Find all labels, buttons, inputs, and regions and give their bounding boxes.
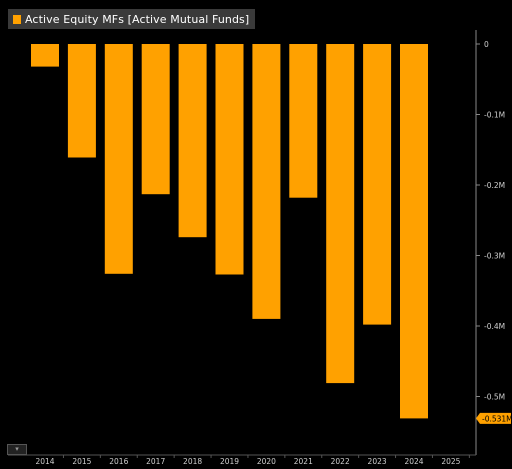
legend-label: Active Equity MFs [Active Mutual Funds]: [25, 12, 250, 26]
x-tick-label: 2021: [294, 457, 313, 466]
bar-2022[interactable]: [326, 44, 355, 384]
chart-legend[interactable]: Active Equity MFs [Active Mutual Funds]: [8, 9, 256, 29]
bar-2017[interactable]: [141, 44, 170, 195]
bar-2015[interactable]: [67, 44, 96, 158]
legend-swatch: [13, 14, 21, 24]
bar-2021[interactable]: [289, 44, 318, 198]
x-tick-label: 2023: [368, 457, 387, 466]
x-tick-label: 2025: [441, 457, 460, 466]
bar-2023[interactable]: [363, 44, 392, 325]
bar-2018[interactable]: [178, 44, 207, 238]
y-axis-ticks: 0 -0.1M -0.2M -0.3M -0.4M -0.5M: [476, 40, 505, 402]
x-tick-label: 2016: [109, 457, 128, 466]
x-tick-label: 2019: [220, 457, 239, 466]
x-tick-label: 2015: [72, 457, 91, 466]
y-tick-label: -0.2M: [484, 181, 505, 190]
x-axis-ticks: 2014 2015 2016 2017 2018 2019 2020 2021 2022 2023…: [35, 455, 470, 466]
bar-2014[interactable]: [31, 44, 59, 67]
x-tick-label: 2018: [183, 457, 202, 466]
bar-2024[interactable]: [400, 44, 428, 419]
last-value-badge: -0.531M: [476, 412, 512, 424]
x-tick-label: 2022: [331, 457, 350, 466]
y-tick-label: -0.4M: [484, 322, 505, 331]
x-tick-label: 2024: [404, 457, 423, 466]
x-tick-label: 2020: [257, 457, 276, 466]
y-tick-label: -0.5M: [484, 393, 505, 402]
y-tick-label: -0.1M: [484, 111, 505, 120]
y-tick-label: -0.3M: [484, 252, 505, 261]
last-value-label: -0.531M: [482, 414, 512, 423]
chart-settings-icon[interactable]: ▾: [7, 444, 27, 455]
x-tick-label: 2017: [146, 457, 165, 466]
bar-2019[interactable]: [215, 44, 244, 275]
bar-2016[interactable]: [104, 44, 133, 274]
bar-series: [31, 44, 428, 419]
bar-2020[interactable]: [252, 44, 281, 319]
x-tick-label: 2014: [35, 457, 54, 466]
y-tick-label: 0: [484, 40, 489, 49]
